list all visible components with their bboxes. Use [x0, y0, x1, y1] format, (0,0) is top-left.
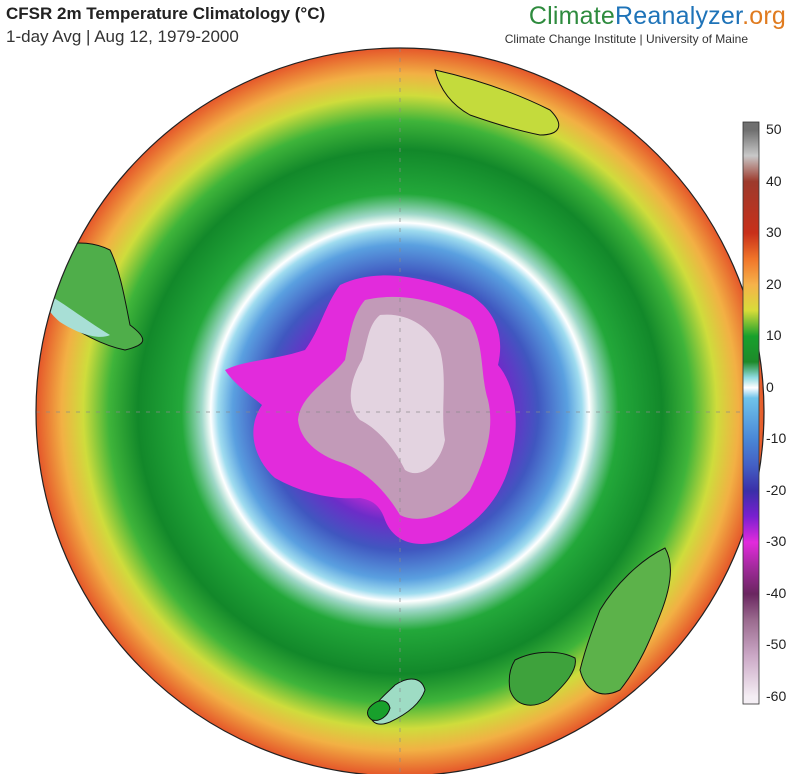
africa-tip — [434, 69, 560, 136]
map-title: CFSR 2m Temperature Climatology (°C) — [6, 4, 326, 23]
colorbar-tick-label: -60 — [766, 688, 787, 704]
colorbar-tick-label: -20 — [766, 481, 787, 498]
tasmania — [508, 651, 576, 706]
colorbar-tick-label: 10 — [766, 327, 782, 344]
brand-part-reanalyzer: Reanalyzer — [615, 2, 743, 30]
colorbar — [742, 121, 760, 705]
patagonia-ice — [40, 290, 110, 337]
globe-outline — [35, 47, 765, 774]
colorbar-tick-label: 30 — [766, 224, 782, 241]
colorbar-tick-label: 50 — [766, 121, 782, 137]
graticule — [36, 48, 764, 774]
colorbar-scale — [742, 121, 760, 705]
colorbar-tick-label: 40 — [766, 172, 782, 189]
australia-southeast — [579, 547, 671, 695]
colorbar-tick-label: -10 — [766, 430, 787, 447]
brand-logo[interactable]: ClimateReanalyzer.org — [529, 2, 786, 31]
antarctic-plateau — [350, 314, 445, 474]
colorbar-tick-label: -50 — [766, 636, 787, 653]
colorbar-tick-label: 0 — [766, 378, 774, 395]
colorbar-tick-label: 20 — [766, 275, 782, 292]
brand-tagline: Climate Change Institute | University of… — [504, 32, 748, 46]
brand-part-climate: Climate — [528, 2, 616, 30]
map-subtitle: 1-day Avg | Aug 12, 1979-2000 — [6, 27, 239, 46]
colorbar-tick-label: -30 — [766, 533, 787, 550]
brand-part-org: .org — [742, 2, 786, 30]
colorbar-tick-label: -40 — [766, 584, 787, 601]
new-zealand-west — [367, 700, 391, 721]
